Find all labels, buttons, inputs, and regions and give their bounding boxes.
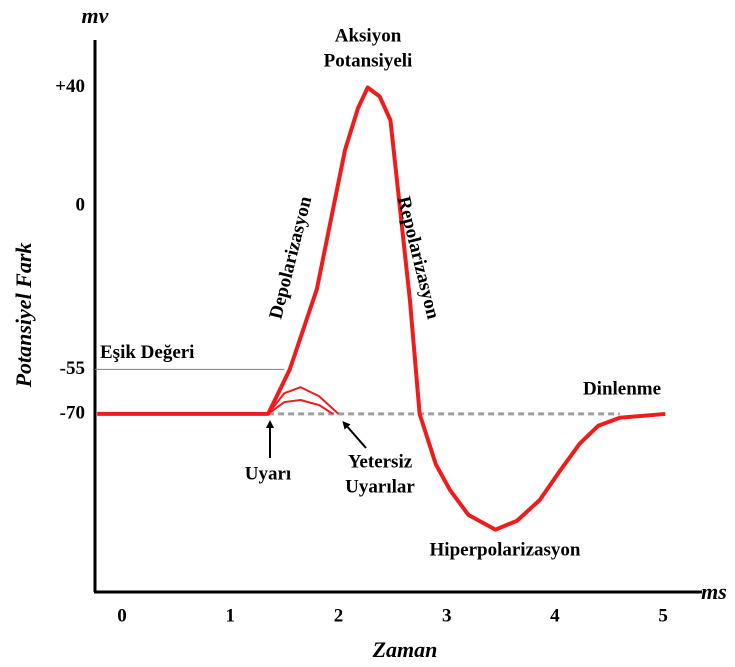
annotation: Yetersiz <box>348 451 413 472</box>
annotation: Dinlenme <box>583 378 661 399</box>
annotation: Hiperpolarizasyon <box>430 539 581 560</box>
y-tick-label: -55 <box>60 358 85 379</box>
x-unit: ms <box>701 579 727 604</box>
annotation: Aksiyon <box>335 25 402 46</box>
annotation: Uyarı <box>245 463 291 484</box>
x-tick-label: 1 <box>226 605 236 626</box>
annotation: Depolarizasyon <box>266 194 317 321</box>
annotation: Uyarılar <box>345 476 415 497</box>
x-tick-label: 2 <box>334 605 344 626</box>
annotation: Potansiyeli <box>324 50 413 71</box>
series-line <box>267 386 340 415</box>
annotation: Repolarizasyon <box>393 194 444 321</box>
y-unit: mv <box>82 3 109 28</box>
y-tick-label: 0 <box>76 195 86 216</box>
x-tick-label: 3 <box>442 605 452 626</box>
x-tick-label: 4 <box>550 605 560 626</box>
series-line <box>97 85 666 532</box>
series-line <box>267 398 334 415</box>
x-tick-label: 5 <box>658 605 668 626</box>
x-tick-label: 0 <box>117 605 127 626</box>
y-tick-label: -70 <box>60 402 85 423</box>
x-axis-title: Zaman <box>372 637 438 662</box>
subthreshold-arrow <box>342 420 367 449</box>
threshold-label: Eşik Değeri <box>100 342 194 363</box>
y-axis-title: Potansiyel Fark <box>11 243 36 389</box>
y-tick-label: +40 <box>55 76 85 97</box>
